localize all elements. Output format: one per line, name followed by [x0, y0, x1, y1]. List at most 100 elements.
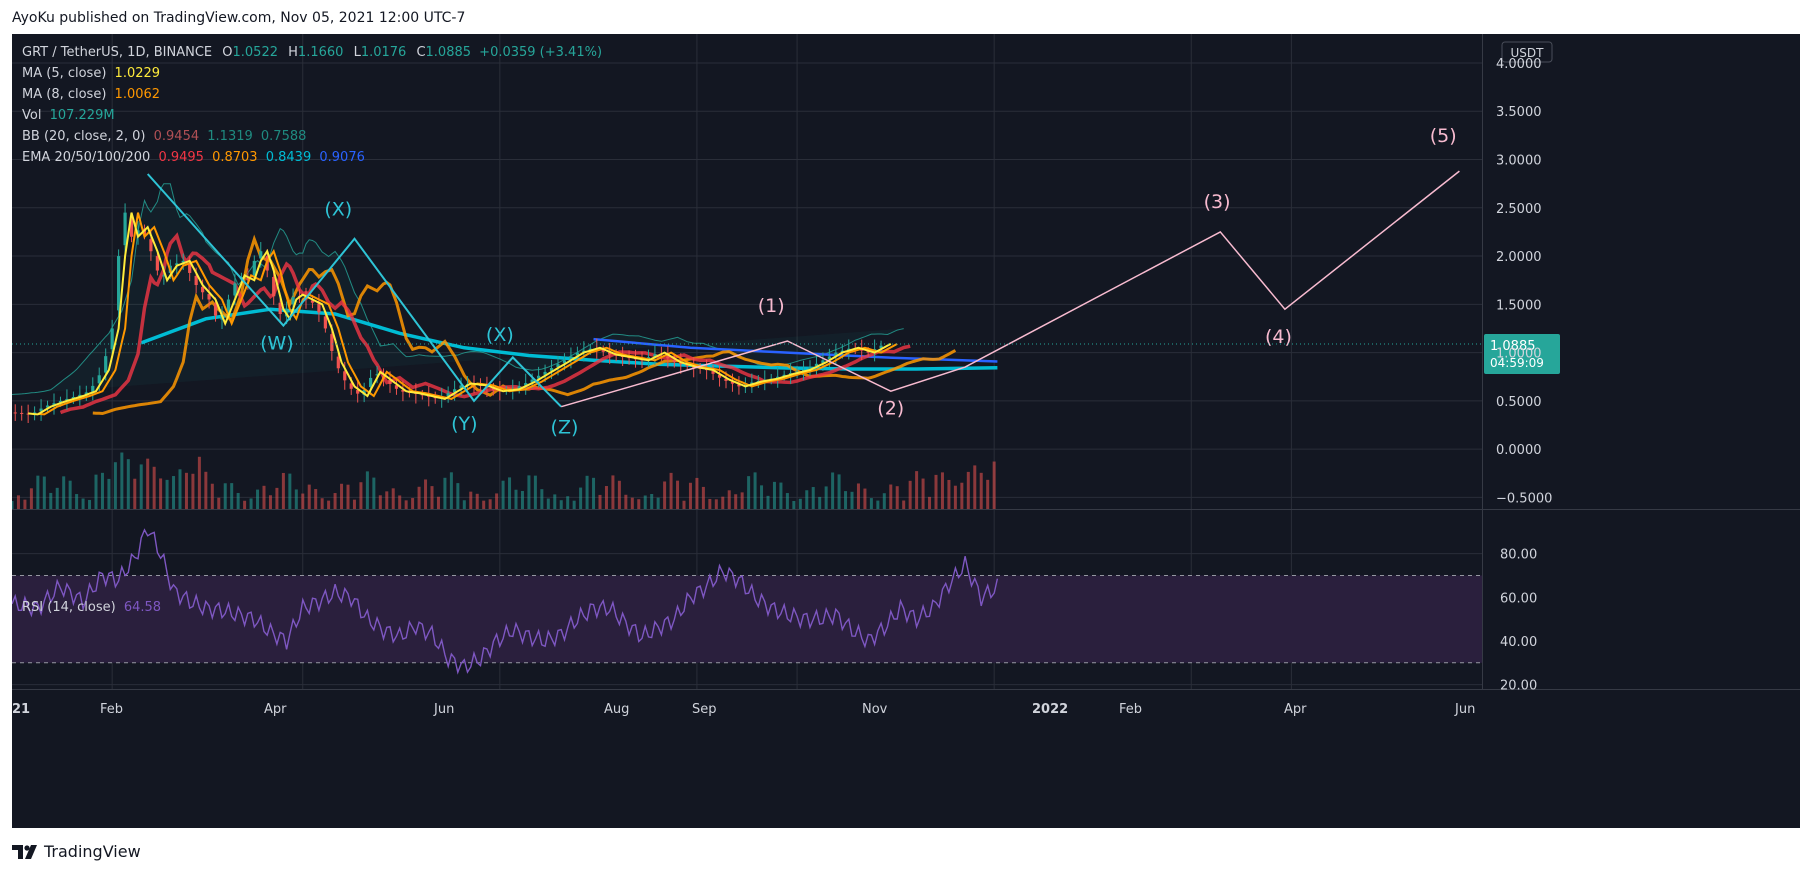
volume-bar	[630, 497, 634, 509]
candle-body	[226, 299, 231, 312]
chart-legend: GRT / TetherUS, 1D, BINANCE O1.0522 H1.1…	[22, 42, 602, 168]
time-tick-label: Jun	[1454, 702, 1475, 717]
volume-bar	[779, 482, 783, 509]
volume-bar	[592, 477, 596, 509]
candle-body	[556, 364, 560, 368]
volume-bar	[792, 500, 796, 509]
candle-body	[39, 408, 43, 412]
candle-body	[847, 348, 851, 351]
volume-bar	[617, 480, 621, 509]
candle-body	[343, 371, 347, 381]
volume-bar	[340, 483, 344, 509]
volume-bar	[882, 493, 886, 509]
legend-vol-row: Vol 107.229M	[22, 105, 602, 126]
tradingview-brand[interactable]: TradingView	[12, 842, 141, 861]
time-tick-label: Apr	[264, 702, 287, 717]
volume-bar	[411, 498, 415, 509]
volume-bar	[456, 483, 460, 509]
candle-body	[97, 375, 101, 384]
corrective-wave-path	[146, 173, 562, 408]
volume-bar	[495, 493, 499, 509]
rsi-legend: RSI (14, close) 64.58	[22, 600, 161, 615]
candle-body	[272, 276, 276, 297]
candle-body	[142, 228, 147, 236]
candle-body	[776, 376, 780, 379]
volume-bar	[772, 481, 776, 509]
legend-ma8-row: MA (8, close) 1.0062	[22, 84, 602, 105]
candle-body	[45, 405, 50, 408]
candle-body	[549, 368, 554, 371]
candle-body	[653, 354, 657, 357]
tradingview-logo-icon	[12, 844, 37, 859]
volume-bar	[62, 476, 66, 509]
volume-bar	[579, 487, 583, 509]
time-tick-label: Jun	[433, 702, 454, 717]
legend-ema-label: EMA 20/50/100/200	[22, 150, 151, 165]
volume-bar	[688, 482, 692, 509]
volume-bar	[126, 459, 130, 509]
volume-bar	[469, 491, 473, 509]
volume-bar	[391, 488, 395, 509]
price-chart[interactable]: (W)(X)(Y)(X)(Z)(1)(2)(3)(4)(5)1.088504:5…	[12, 34, 1800, 828]
legend-bb-basis: 0.9454	[153, 129, 200, 144]
candle-body	[724, 378, 728, 381]
volume-bar	[275, 487, 279, 509]
volume-bar	[695, 477, 699, 509]
legend-ema20: 0.9495	[158, 150, 204, 165]
volume-bar	[953, 485, 957, 509]
candle-body	[20, 412, 24, 414]
volume-bar	[475, 493, 479, 509]
volume-bar	[23, 499, 27, 509]
time-tick-label: Nov	[862, 702, 888, 717]
volume-bar	[637, 499, 641, 509]
publisher-caption: AyoKu published on TradingView.com, Nov …	[12, 10, 466, 26]
candle-body	[291, 297, 295, 305]
volume-bar	[346, 484, 350, 509]
volume-bar	[947, 479, 951, 509]
volume-bar	[805, 490, 809, 509]
time-tick-label: Feb	[1119, 702, 1142, 717]
price-tick-label: 1.5000	[1496, 298, 1542, 313]
last-price-tag	[1484, 334, 1560, 375]
volume-bar	[165, 479, 169, 509]
candle-body	[162, 275, 166, 277]
chart-panel[interactable]: (W) (X) (Y) (X) (Z) (1) (2) (3) (4) (5) 1.0885 04:5…	[12, 34, 1800, 828]
legend-bb-lower: 0.7588	[260, 129, 307, 144]
volume-bar	[572, 500, 576, 509]
volume-bar	[256, 489, 260, 509]
legend-ma8-label: MA (8, close)	[22, 87, 107, 102]
legend-change: +0.0359 (+3.41%)	[479, 45, 603, 60]
volume-bar	[55, 487, 59, 509]
volume-bar	[12, 501, 14, 509]
candle-body	[782, 374, 786, 377]
volume-bar	[818, 496, 822, 509]
candle-body	[743, 384, 747, 386]
volume-bar	[184, 472, 188, 509]
volume-bar	[604, 486, 608, 509]
volume-bar	[178, 469, 182, 509]
volume-bar	[701, 486, 705, 509]
volume-bar	[249, 498, 253, 509]
volume-bar	[708, 498, 712, 509]
volume-bar	[921, 478, 925, 509]
volume-bar	[223, 483, 227, 509]
legend-ema50: 0.8703	[212, 150, 258, 165]
volume-bar	[940, 472, 944, 509]
volume-bar	[727, 490, 731, 509]
candle-body	[730, 381, 735, 384]
candle-body	[530, 379, 534, 383]
rsi-line	[12, 528, 999, 675]
volume-bar	[889, 484, 893, 509]
volume-bar	[36, 475, 40, 509]
volume-bar	[398, 495, 402, 509]
legend-vol-value: 107.229M	[49, 108, 115, 123]
volume-bar	[482, 500, 486, 509]
legend-ma5-row: MA (5, close) 1.0229	[22, 63, 602, 84]
volume-bar	[811, 487, 815, 509]
currency-badge	[1501, 41, 1553, 63]
volume-bar	[197, 456, 201, 509]
volume-bar	[107, 478, 111, 509]
volume-bar	[908, 480, 912, 509]
volume-bar	[611, 475, 615, 509]
legend-ma5-label: MA (5, close)	[22, 66, 107, 81]
